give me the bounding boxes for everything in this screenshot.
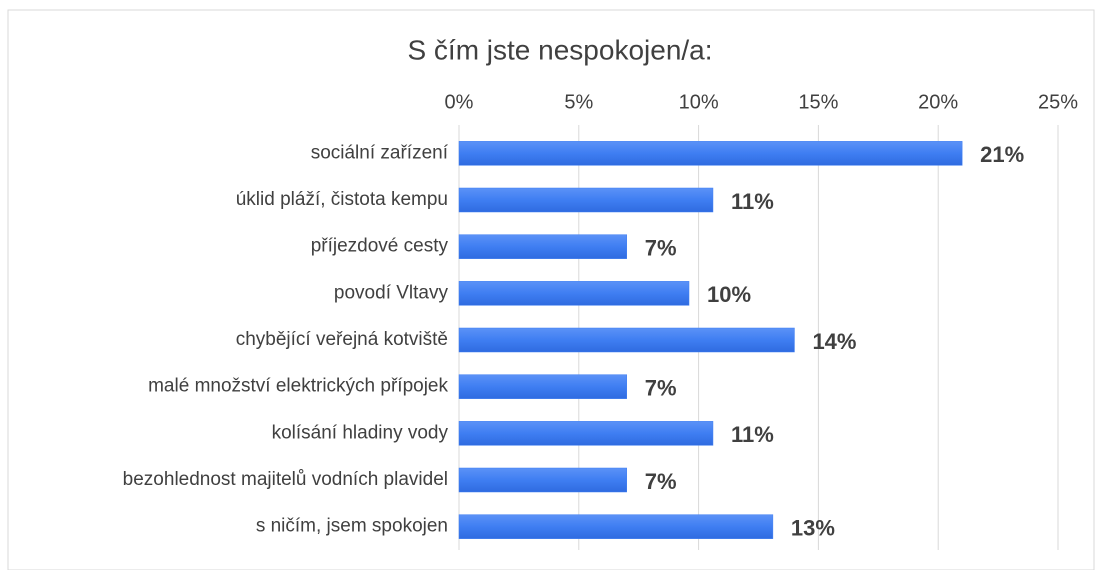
y-tick-label: malé množství elektrických přípojek	[148, 376, 448, 397]
bar	[458, 421, 714, 446]
value-label: 13%	[791, 515, 835, 540]
x-tick-label: 25%	[1038, 91, 1078, 113]
y-tick-label: povodí Vltavy	[334, 282, 449, 303]
value-label: 10%	[707, 282, 751, 307]
bar	[458, 234, 627, 259]
y-tick-label: s ničím, jsem spokojen	[256, 516, 448, 537]
bar	[458, 467, 627, 493]
x-tick-label: 0%	[445, 91, 474, 113]
x-tick-label: 5%	[564, 91, 593, 113]
bar	[458, 327, 795, 353]
bar	[458, 374, 627, 399]
y-tick-label: příjezdové cesty	[311, 236, 449, 257]
y-tick-label: úklid pláží, čistota kempu	[236, 189, 448, 210]
value-label: 21%	[980, 142, 1024, 167]
value-label: 7%	[645, 375, 677, 400]
bar	[458, 141, 963, 166]
bar	[458, 281, 690, 306]
bar	[458, 187, 714, 213]
value-label: 11%	[731, 189, 774, 214]
value-label: 7%	[645, 469, 677, 494]
y-tick-label: sociální zařízení	[311, 142, 449, 163]
value-label: 11%	[731, 422, 774, 447]
value-label: 14%	[812, 329, 856, 354]
x-tick-label: 20%	[918, 91, 958, 113]
x-tick-label: 15%	[798, 91, 838, 113]
chart-title: S čím jste nespokojen/a:	[407, 34, 712, 65]
bar	[458, 514, 774, 539]
y-tick-label: chybějící veřejná kotviště	[236, 329, 448, 350]
x-tick-label: 10%	[679, 91, 719, 113]
y-tick-label: kolísání hladiny vody	[272, 422, 449, 443]
value-label: 7%	[645, 235, 677, 260]
y-tick-label: bezohlednost majitelů vodních plavidel	[123, 469, 448, 490]
